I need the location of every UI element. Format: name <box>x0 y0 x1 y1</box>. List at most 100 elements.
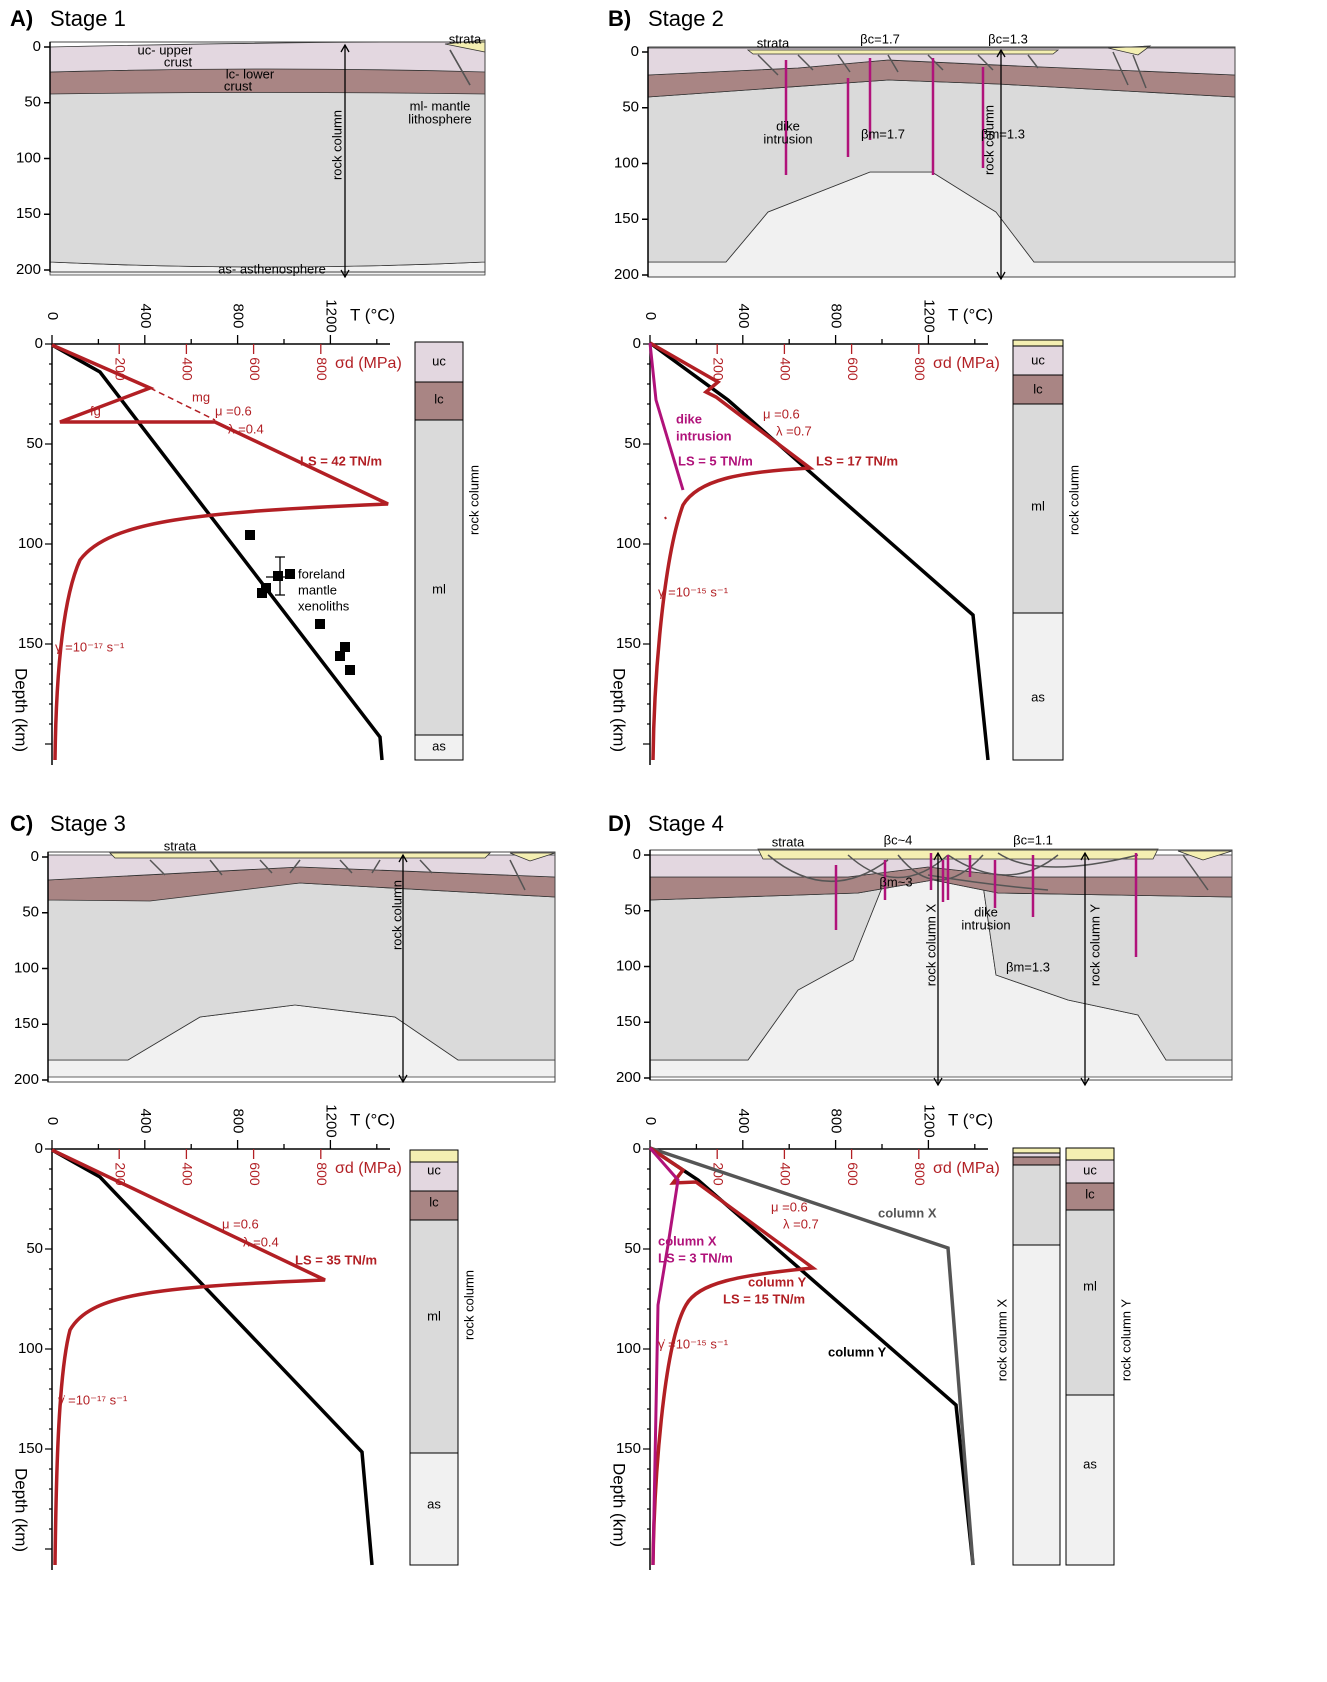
label: 150 <box>616 1440 641 1457</box>
layer <box>748 50 1058 54</box>
label: rock column Y <box>1118 1299 1133 1381</box>
label: λ =0.7 <box>783 1216 819 1231</box>
column-layer <box>1013 340 1063 346</box>
label: 800 <box>912 357 928 381</box>
label: Depth (km) <box>610 1463 629 1547</box>
label: strata <box>757 35 790 50</box>
label: 400 <box>137 1108 154 1133</box>
label: σd (MPa) <box>933 1160 1000 1177</box>
label: γ =10⁻¹⁵ s⁻¹ <box>658 584 729 599</box>
label: λ =0.7 <box>776 423 812 438</box>
label: βm=1.7 <box>861 126 905 141</box>
label: T (°C) <box>350 305 395 324</box>
label: Stage 1 <box>50 6 126 31</box>
label: μ =0.6 <box>215 403 252 418</box>
label: T (°C) <box>350 1110 395 1129</box>
label: βm=1.3 <box>981 126 1025 141</box>
label: βc=1.1 <box>1013 832 1053 847</box>
label: 50 <box>22 904 39 921</box>
column-layer <box>1013 613 1063 760</box>
label: 150 <box>14 1015 39 1032</box>
label: 50 <box>624 435 641 452</box>
column-layer <box>410 1150 458 1162</box>
label: column Y <box>828 1344 887 1359</box>
label: lc <box>434 391 444 406</box>
label: as <box>1031 689 1045 704</box>
label: 50 <box>26 1240 43 1257</box>
label: 400 <box>180 357 196 381</box>
label: Depth (km) <box>610 668 629 752</box>
label: λ =0.4 <box>228 421 264 436</box>
xenolith <box>261 583 271 593</box>
xenolith <box>335 651 345 661</box>
label: 50 <box>26 435 43 452</box>
label: 800 <box>314 1162 330 1186</box>
label: uc <box>1083 1162 1097 1177</box>
label: 0 <box>633 1140 641 1157</box>
label: 50 <box>624 1240 641 1257</box>
label: lithosphere <box>408 111 472 126</box>
label: 400 <box>735 1108 752 1133</box>
label: 600 <box>247 357 263 381</box>
label: σd (MPa) <box>933 355 1000 372</box>
label: 100 <box>16 149 41 166</box>
geotherm <box>52 1150 372 1565</box>
label: 0 <box>31 848 39 865</box>
label: 150 <box>616 1013 641 1030</box>
label: intrusion <box>676 428 732 443</box>
label: rock column <box>461 1270 476 1340</box>
label: LS = 5 TN/m <box>678 453 753 468</box>
label: crust <box>224 78 253 93</box>
axis <box>650 344 988 765</box>
xenolith <box>340 642 350 652</box>
label: 600 <box>845 357 861 381</box>
label: 150 <box>16 205 41 222</box>
column-layer <box>410 1220 458 1453</box>
label: βc~4 <box>884 832 913 847</box>
label: 200 <box>616 1069 641 1086</box>
label: 600 <box>845 1162 861 1186</box>
label: T (°C) <box>948 305 993 324</box>
label: 100 <box>14 959 39 976</box>
panel: D)Stage 4050100150200strataβc~4βc=1.1βm~… <box>608 811 1232 1570</box>
column-layer <box>1013 1153 1060 1157</box>
label: B) <box>608 6 631 31</box>
label: A) <box>10 6 33 31</box>
label: 400 <box>137 303 154 328</box>
label: as <box>1083 1456 1097 1471</box>
strength-curve <box>665 517 666 519</box>
label: 150 <box>18 1440 43 1457</box>
label: LS = 17 TN/m <box>816 453 898 468</box>
label: μ =0.6 <box>763 406 800 421</box>
label: ml <box>427 1308 441 1323</box>
label: D) <box>608 811 631 836</box>
label: 1200 <box>322 1104 339 1137</box>
label: 100 <box>614 154 639 171</box>
column-layer <box>1013 1148 1060 1153</box>
strength-curve <box>52 1150 325 1565</box>
plot: 050100150Depth (km)04008001200T (°C)2004… <box>610 299 1000 765</box>
label: LS = 35 TN/m <box>295 1252 377 1267</box>
label: Stage 2 <box>648 6 724 31</box>
column-layer <box>415 420 463 735</box>
label: rock column <box>466 465 481 535</box>
xenolith <box>315 619 325 629</box>
label: column X <box>878 1205 937 1220</box>
label: rock column <box>1066 465 1081 535</box>
label: intrusion <box>961 917 1010 932</box>
label: Stage 4 <box>648 811 724 836</box>
label: xenoliths <box>298 598 350 613</box>
label: ml <box>432 581 446 596</box>
label: μ =0.6 <box>771 1199 808 1214</box>
label: 0 <box>642 312 659 320</box>
label: γ̇ =10⁻¹⁵ s⁻¹ <box>658 1336 729 1351</box>
column-layer <box>1066 1395 1114 1565</box>
label: 400 <box>180 1162 196 1186</box>
column-layer <box>1013 1165 1060 1245</box>
axis <box>650 1149 988 1570</box>
label: column X <box>658 1233 717 1248</box>
